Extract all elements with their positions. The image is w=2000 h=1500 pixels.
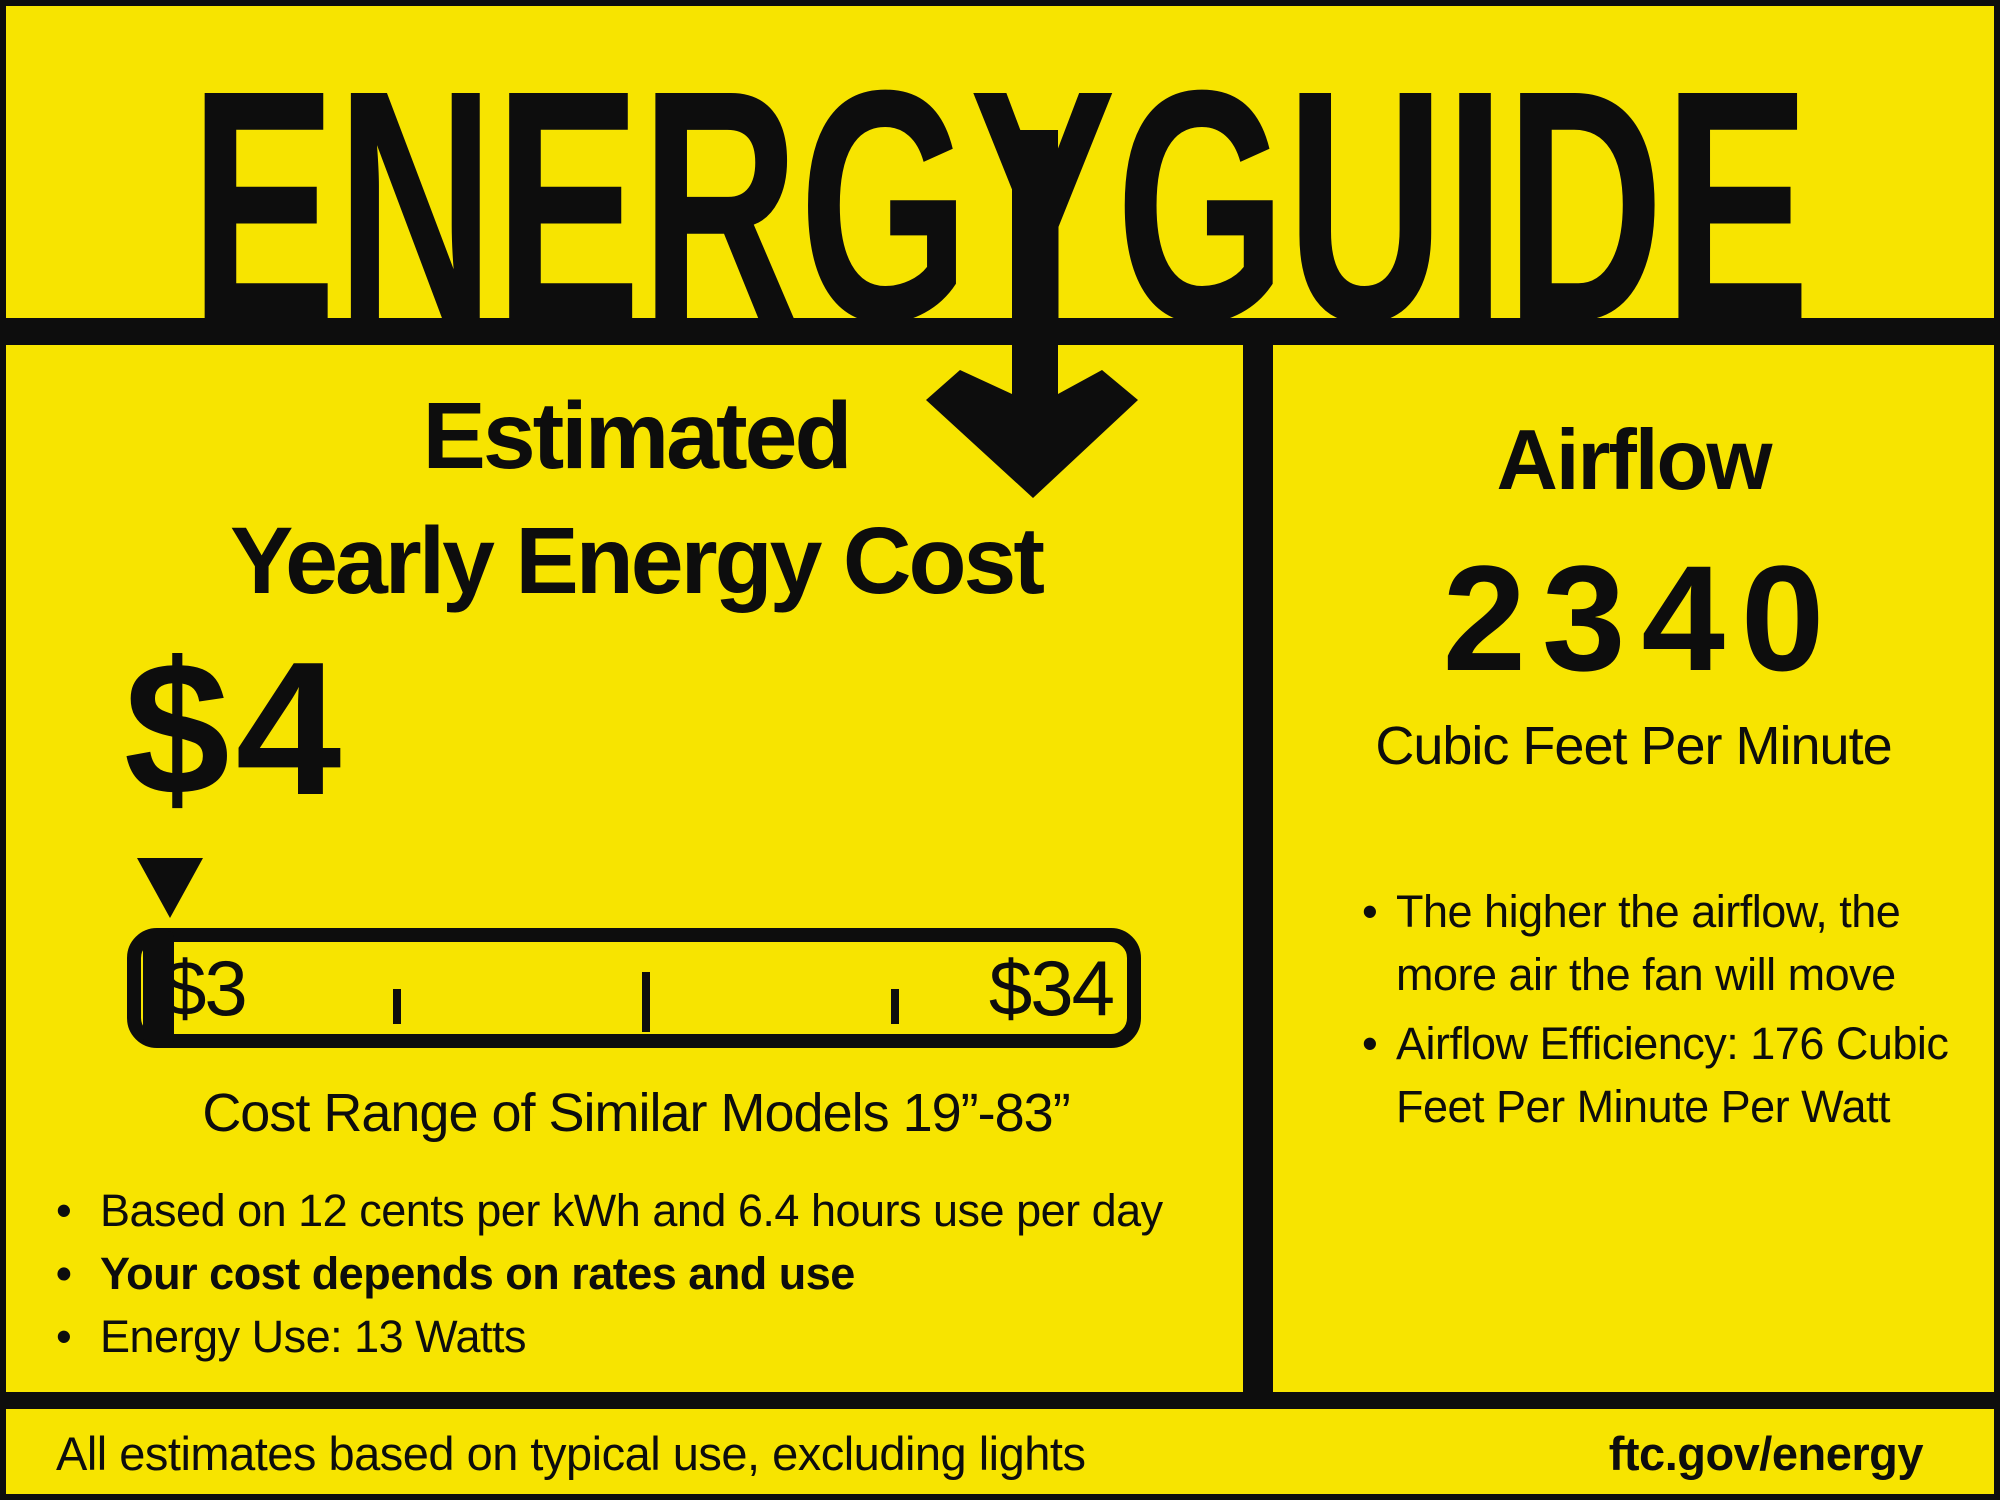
bullet-line-1: Airflow Efficiency: 176 Cubic [1396, 1018, 1949, 1069]
right-bullet-list: • The higher the airflow, the more air th… [1362, 880, 1994, 1138]
bullet-text: Airflow Efficiency: 176 Cubic Feet Per Mi… [1396, 1012, 1949, 1138]
bullet-icon: • [56, 1247, 72, 1299]
header-divider [6, 318, 1994, 345]
cost-indicator-bar [143, 931, 174, 1045]
page-title: ENERGYGUIDE [190, 36, 1810, 336]
scale-tick [393, 989, 401, 1024]
bullet-text: Your cost depends on rates and use [100, 1247, 855, 1299]
list-item: • Your cost depends on rates and use [56, 1247, 1246, 1299]
heading-line-2: Yearly Energy Cost [230, 508, 1045, 614]
airflow-value: 2340 [1442, 534, 1841, 702]
bullet-text: Based on 12 cents per kWh and 6.4 hours … [100, 1185, 1163, 1236]
bullet-icon: • [56, 1310, 72, 1362]
down-triangle-icon [137, 858, 203, 918]
cost-scale: $3 $34 [127, 928, 1141, 1048]
heading-line-1: Estimated [422, 383, 852, 489]
scale-tick [891, 989, 899, 1024]
left-bullet-list: • Based on 12 cents per kWh and 6.4 hour… [56, 1188, 1246, 1360]
bullet-line-2: Feet Per Minute Per Watt [1396, 1081, 1891, 1132]
list-item: • The higher the airflow, the more air th… [1362, 880, 1994, 1006]
scale-caption: Cost Range of Similar Models 19”-83” [202, 1083, 1070, 1143]
list-item: • Energy Use: 13 Watts [56, 1310, 1246, 1362]
ftc-url: ftc.gov/energy [1608, 1427, 1924, 1480]
bullet-line-2: more air the fan will move [1396, 949, 1896, 1000]
list-item: • Based on 12 cents per kWh and 6.4 hour… [56, 1188, 1246, 1234]
bullet-line-1: The higher the airflow, the [1396, 886, 1901, 937]
bullet-icon: • [1362, 886, 1378, 937]
left-panel-heading: Estimated Yearly Energy Cost [6, 374, 1266, 624]
scale-tick [642, 972, 650, 1032]
bullet-icon: • [1362, 1018, 1378, 1069]
scale-min-label: $3 [163, 944, 248, 1032]
bullet-text: The higher the airflow, the more air the … [1396, 880, 1901, 1006]
airflow-unit: Cubic Feet Per Minute [1375, 716, 1892, 776]
header: ENERGYGUIDE [190, 36, 1810, 336]
yearly-cost-value: $4 [124, 623, 348, 835]
footer-divider [6, 1392, 1994, 1409]
footer-disclaimer: All estimates based on typical use, excl… [56, 1427, 1086, 1480]
airflow-heading: Airflow [1496, 413, 1772, 508]
list-item: • Airflow Efficiency: 176 Cubic Feet Per … [1362, 1012, 1994, 1138]
panel-divider [1243, 336, 1273, 1394]
bullet-text: Energy Use: 13 Watts [100, 1310, 527, 1362]
bullet-icon: • [56, 1185, 72, 1236]
scale-max-label: $34 [988, 944, 1115, 1032]
